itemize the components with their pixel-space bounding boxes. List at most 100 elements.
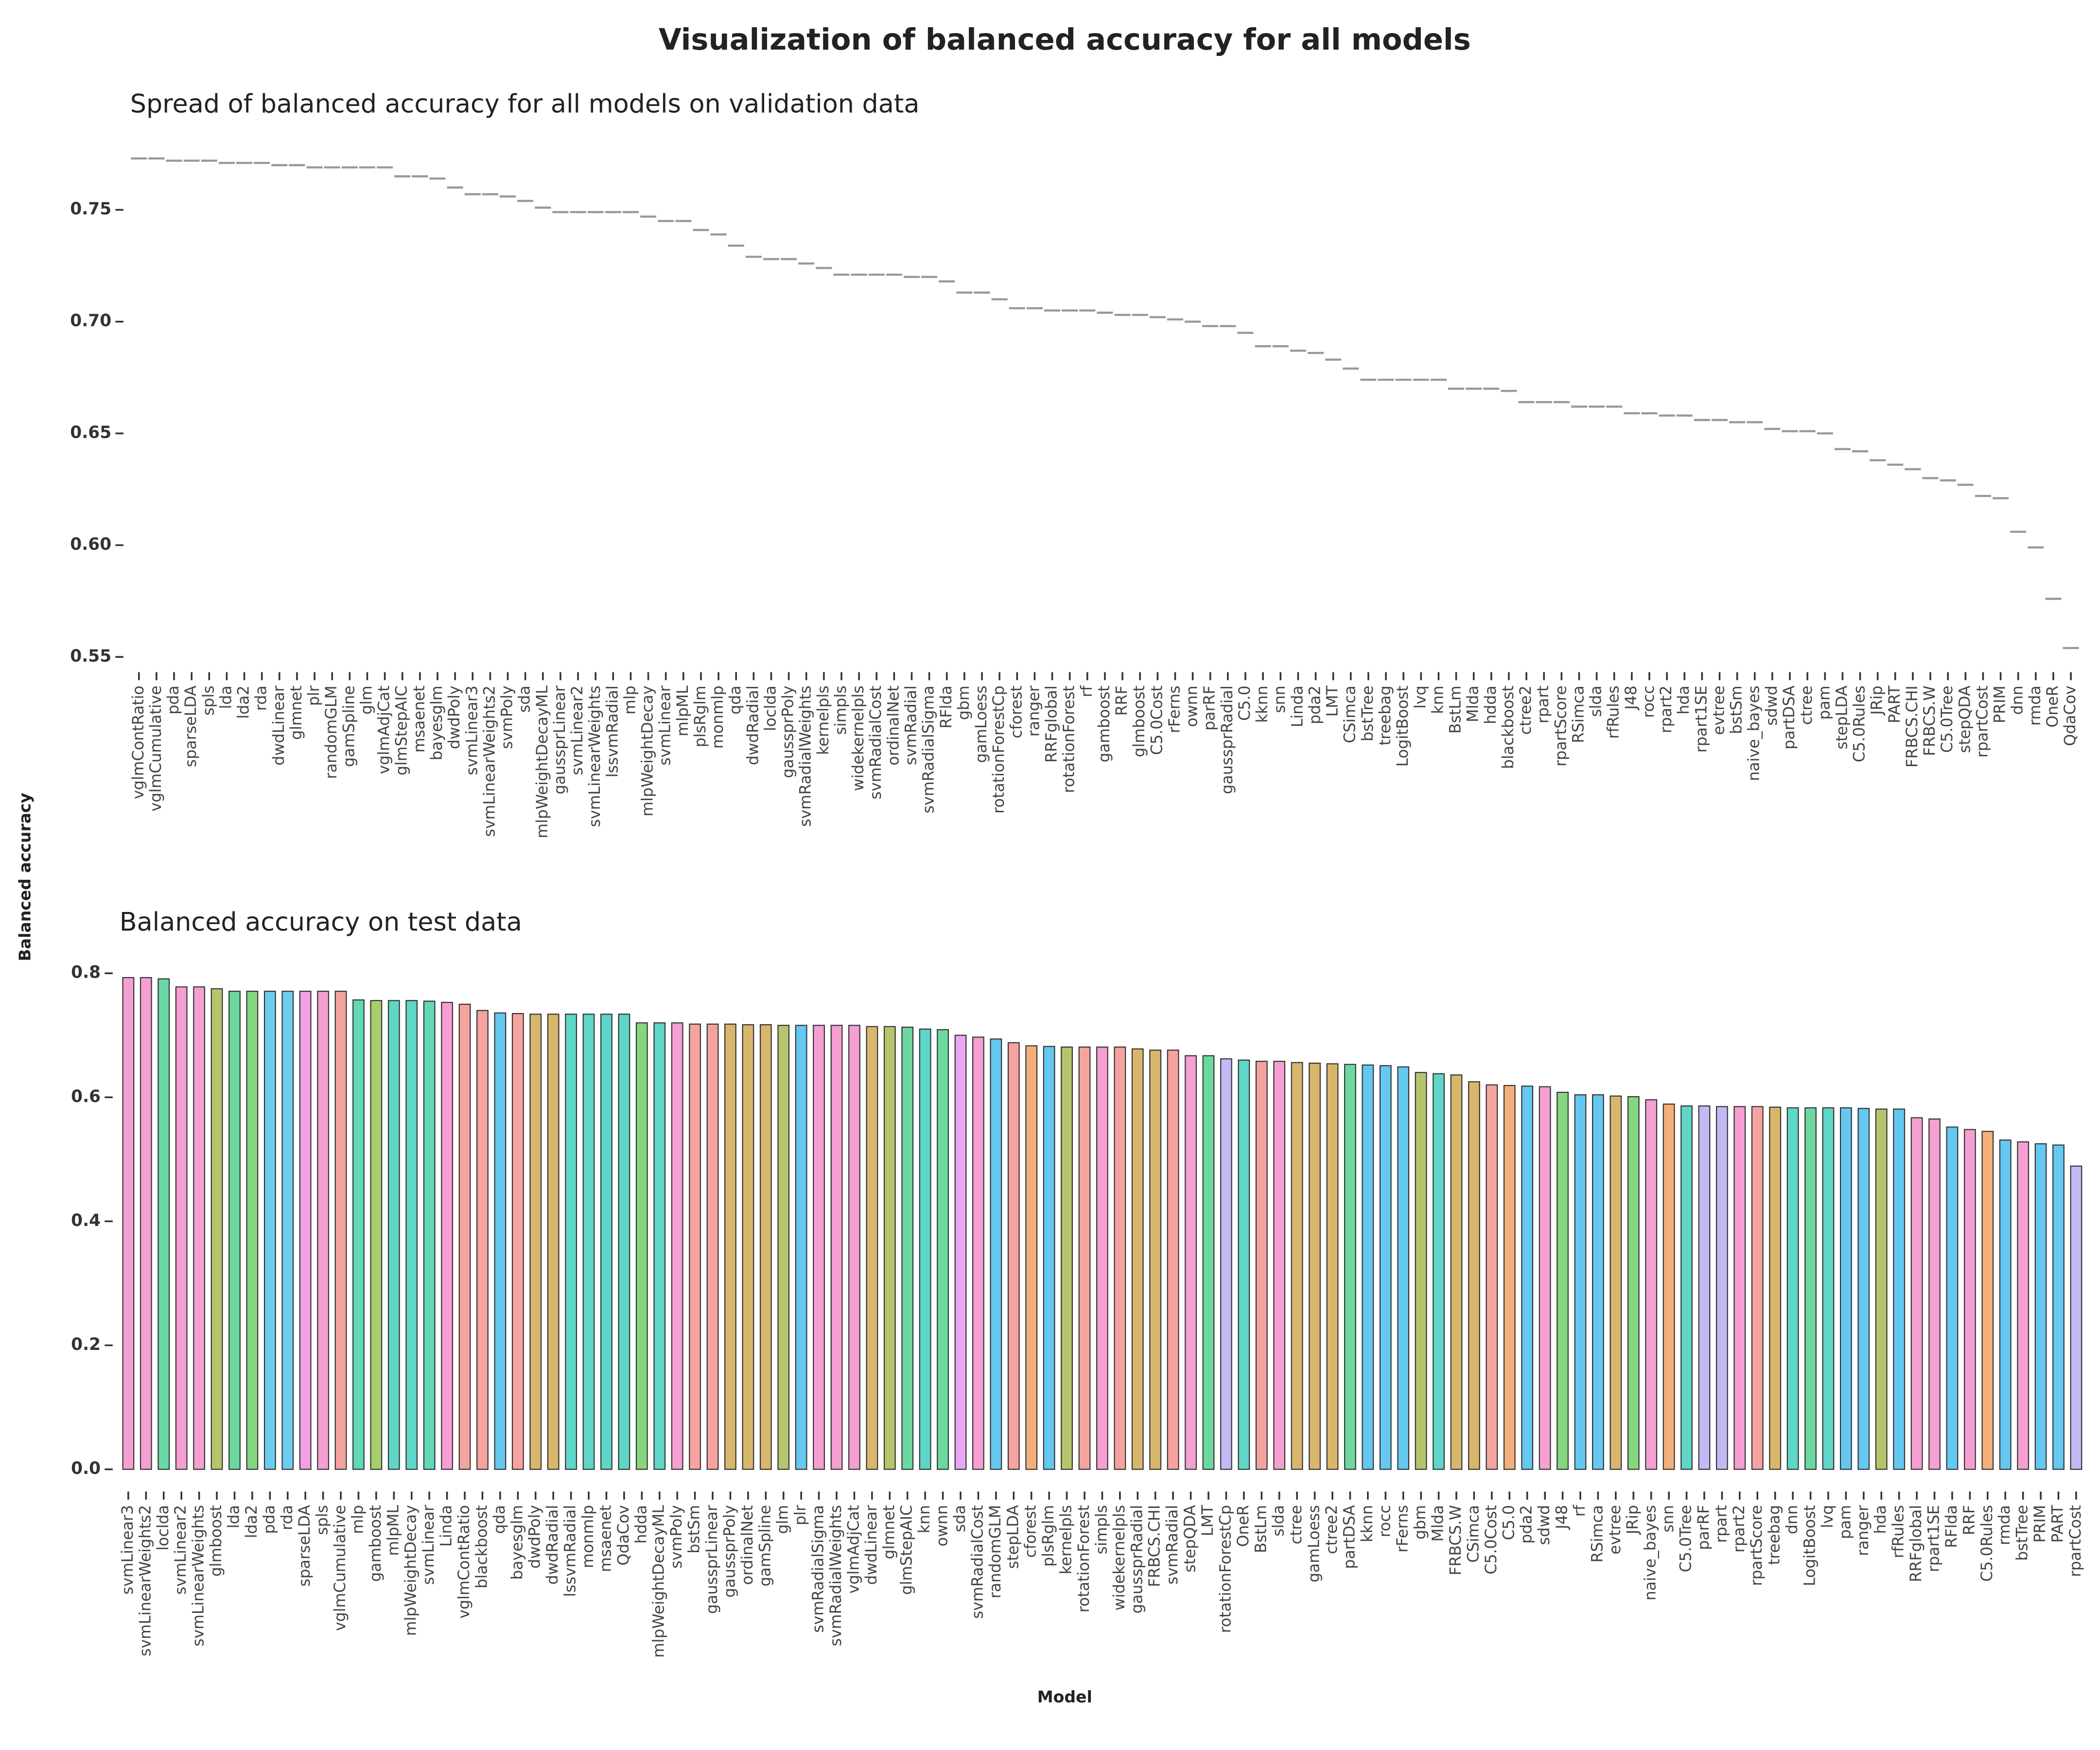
x-tick-label: gbm bbox=[1412, 1505, 1429, 1540]
x-tick-label: treebag bbox=[1766, 1505, 1784, 1565]
x-tick-label: treebag bbox=[1377, 685, 1394, 745]
x-tick-label: RRFglobal bbox=[1043, 685, 1061, 763]
x-tick-label: C5.0Rules bbox=[1978, 1505, 1996, 1582]
x-tick-label: pda bbox=[261, 1505, 278, 1534]
x-tick-label: hda bbox=[1872, 1505, 1890, 1534]
x-tick-label: pam bbox=[1816, 685, 1833, 719]
x-tick-label: rpart bbox=[1535, 685, 1552, 723]
x-tick-label: cforest bbox=[1008, 685, 1025, 738]
x-axis-label: Model bbox=[1037, 1687, 1092, 1706]
bar bbox=[405, 1000, 418, 1470]
x-tick-label: QdaCov bbox=[2062, 685, 2079, 746]
x-tick-label: rocc bbox=[1640, 685, 1658, 718]
bar bbox=[1910, 1117, 1923, 1470]
bar bbox=[2034, 1143, 2047, 1470]
x-tick-label: J48 bbox=[1623, 685, 1640, 711]
bar bbox=[1061, 1046, 1073, 1470]
x-tick-label: rf bbox=[1078, 685, 1096, 697]
bar bbox=[1592, 1094, 1604, 1470]
x-tick-label: qda bbox=[727, 685, 744, 715]
x-tick-label: pda bbox=[165, 685, 182, 715]
chart-subtitle: Spread of balanced accuracy for all mode… bbox=[130, 89, 920, 119]
x-tick-label: PART bbox=[2049, 1505, 2067, 1542]
x-tick-label: LogitBoost bbox=[1802, 1505, 1819, 1586]
x-tick-label: svmRadialWeights bbox=[827, 1505, 845, 1646]
x-tick-label: plsRglm bbox=[1040, 1505, 1057, 1567]
bar bbox=[706, 1023, 719, 1470]
x-tick-label: widekernelpls bbox=[1111, 1505, 1128, 1610]
x-tick-label: rotationForestCp bbox=[1217, 1505, 1234, 1633]
x-tick-label: RSimca bbox=[1570, 685, 1587, 743]
bar bbox=[1610, 1095, 1622, 1470]
x-tick-label: Mlda bbox=[1430, 1505, 1447, 1542]
x-tick-label: FRBCS.CHI bbox=[1146, 1505, 1164, 1587]
x-tick-label: svmLinear3 bbox=[119, 1505, 137, 1595]
x-tick-label: BstLm bbox=[1447, 685, 1465, 734]
bar bbox=[547, 1014, 560, 1470]
x-tick-label: msaenet bbox=[411, 685, 428, 752]
x-tick-label: rFerns bbox=[1166, 685, 1183, 733]
x-tick-label: sdwd bbox=[1536, 1505, 1553, 1545]
bar bbox=[1999, 1139, 2012, 1470]
bar bbox=[1433, 1073, 1445, 1470]
x-tick-label: partDSA bbox=[1781, 685, 1798, 750]
x-tick-label: gaussprPoly bbox=[721, 1505, 738, 1598]
x-tick-label: PRIM bbox=[2031, 1505, 2049, 1543]
x-tick-label: J48 bbox=[1554, 1505, 1571, 1530]
x-tick-label: loclda bbox=[762, 685, 779, 731]
x-tick-label: parRF bbox=[1695, 1505, 1713, 1550]
x-tick-label: glmStepAIC bbox=[393, 685, 411, 775]
x-tick-label: C5.0 bbox=[1236, 685, 1254, 720]
bar bbox=[140, 977, 152, 1470]
bar bbox=[1662, 1103, 1675, 1470]
bar bbox=[901, 1027, 914, 1470]
x-tick-label: bstSm bbox=[686, 1505, 703, 1554]
y-tick-label: 0.0 bbox=[71, 1459, 101, 1478]
bar bbox=[334, 991, 347, 1470]
x-tick-label: svmLinear2 bbox=[172, 1505, 190, 1595]
bar bbox=[529, 1014, 542, 1470]
bar bbox=[972, 1036, 984, 1470]
x-tick-label: mlpML bbox=[385, 1505, 402, 1556]
x-tick-label: RSimca bbox=[1589, 1505, 1606, 1563]
x-tick-label: plsRglm bbox=[692, 685, 709, 747]
bar bbox=[1963, 1129, 1976, 1470]
bar bbox=[1185, 1055, 1197, 1470]
x-tick-label: ownn bbox=[934, 1505, 951, 1546]
x-tick-label: svmLinear bbox=[420, 1505, 438, 1585]
x-tick-label: dwdLinear bbox=[270, 685, 288, 765]
x-tick-label: LMT bbox=[1324, 685, 1342, 717]
bar bbox=[1645, 1099, 1658, 1470]
bar bbox=[1981, 1131, 1994, 1470]
x-tick-label: dwdLinear bbox=[863, 1505, 880, 1585]
x-tick-label: svmRadialCost bbox=[969, 1505, 986, 1619]
x-tick-label: evtree bbox=[1607, 1505, 1624, 1555]
x-tick-label: svmLinearWeights2 bbox=[481, 685, 498, 837]
bar bbox=[2070, 1165, 2082, 1470]
bar bbox=[1486, 1084, 1498, 1470]
x-tick-label: cforest bbox=[1022, 1505, 1040, 1558]
x-tick-label: FRBCS.W bbox=[1921, 685, 1939, 756]
bar bbox=[777, 1025, 790, 1470]
bar bbox=[317, 991, 330, 1470]
x-tick-label: pda2 bbox=[1306, 685, 1324, 724]
x-tick-label: glmStepAIC bbox=[898, 1505, 916, 1595]
x-tick-label: spls bbox=[314, 1505, 332, 1535]
bar bbox=[1804, 1107, 1817, 1470]
bar bbox=[1220, 1058, 1232, 1470]
bar bbox=[158, 978, 170, 1470]
bar bbox=[618, 1014, 630, 1470]
bar bbox=[1521, 1085, 1534, 1470]
x-tick-label: mlpWeightDecayML bbox=[534, 685, 551, 839]
x-tick-label: hdda bbox=[1482, 685, 1500, 724]
bar bbox=[1769, 1106, 1782, 1470]
x-tick-label: FRBCS.W bbox=[1447, 1505, 1465, 1575]
x-tick-label: gamLoess bbox=[973, 685, 990, 763]
x-tick-label: Mlda bbox=[1465, 685, 1482, 722]
x-tick-label: gaussprRadial bbox=[1219, 685, 1236, 794]
x-tick-label: rpartCost bbox=[2067, 1505, 2084, 1577]
bar bbox=[1131, 1048, 1144, 1470]
chart-subtitle: Balanced accuracy on test data bbox=[120, 908, 522, 937]
bar bbox=[370, 1000, 383, 1470]
x-tick-label: lssvmRadial bbox=[604, 685, 621, 777]
